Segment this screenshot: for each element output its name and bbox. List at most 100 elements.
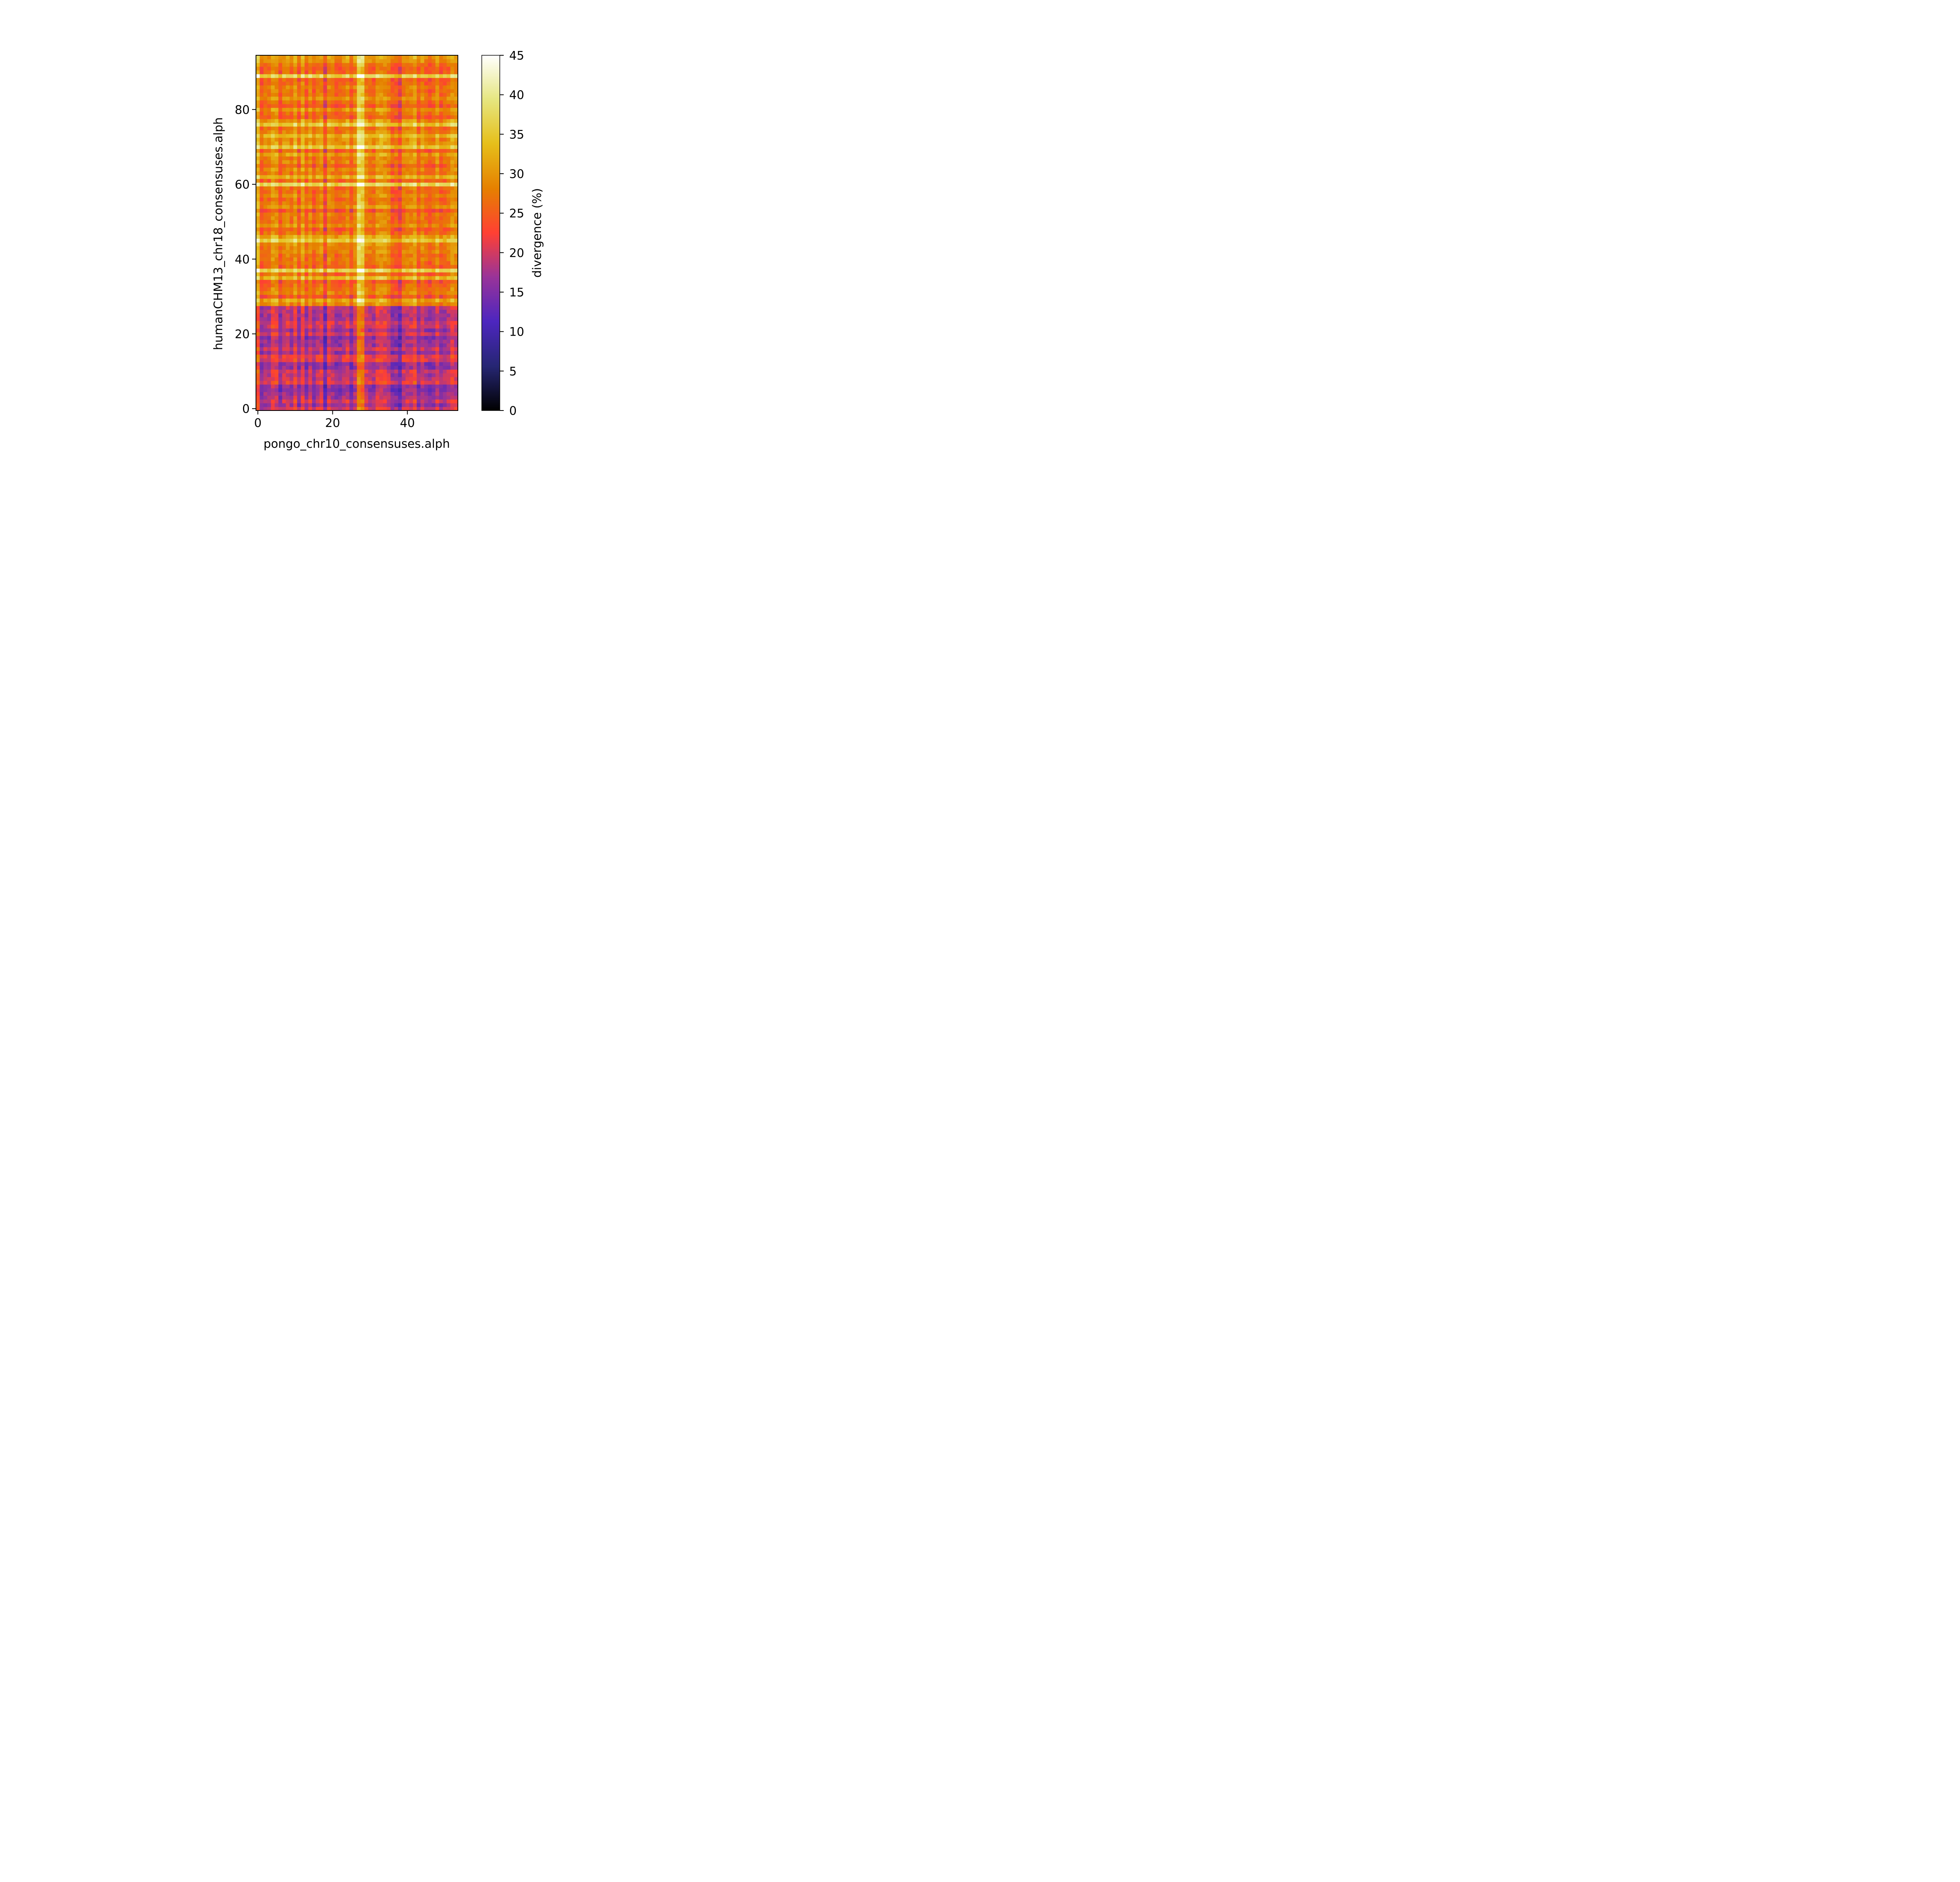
heatmap-cell [428,111,432,116]
heatmap-cell [435,119,439,123]
heatmap-cell [372,205,376,209]
heatmap-cell [274,272,279,276]
heatmap-cell [443,119,447,123]
heatmap-cell [417,358,421,362]
heatmap-cell [319,377,324,381]
heatmap-cell [435,358,439,362]
heatmap-cell [263,145,268,149]
heatmap-cell [267,78,271,82]
heatmap-cell [361,283,365,287]
heatmap-cell [345,197,350,202]
heatmap-cell [372,100,376,104]
heatmap-cell [435,104,439,108]
heatmap-cell [274,145,279,149]
heatmap-cell [390,246,395,250]
heatmap-cell [383,265,387,269]
heatmap-cell [312,287,316,291]
heatmap-cell [319,122,324,127]
heatmap-cell [379,193,383,198]
heatmap-cell [435,339,439,343]
heatmap-cell [349,81,354,85]
heatmap-cell [267,354,271,359]
heatmap-cell [308,384,312,389]
heatmap-cell [353,81,358,85]
heatmap-cell [428,265,432,269]
heatmap-cell [394,145,399,149]
heatmap-cell [274,358,279,362]
heatmap-cell [432,182,436,187]
heatmap-cell [450,223,455,228]
heatmap-cell [345,81,350,85]
heatmap-cell [278,347,283,351]
heatmap-cell [312,234,316,239]
heatmap-cell [297,115,301,119]
heatmap-cell [319,134,324,138]
heatmap-cell [282,85,286,89]
heatmap-cell [409,156,414,160]
heatmap-cell [330,362,335,366]
heatmap-cell [263,265,268,269]
heatmap-cell [308,178,312,183]
heatmap-cell [323,178,327,183]
heatmap-cell [349,354,354,359]
heatmap-cell [345,238,350,243]
heatmap-cell [376,261,380,265]
heatmap-cell [394,253,399,258]
heatmap-cell [401,257,406,262]
heatmap-cell [424,231,428,235]
heatmap-cell [323,66,327,71]
heatmap-cell [432,347,436,351]
heatmap-cell [304,358,309,362]
heatmap-cell [286,365,290,370]
heatmap-cell [289,220,294,224]
heatmap-cell [401,66,406,71]
heatmap-cell [383,305,387,310]
heatmap-cell [439,395,443,400]
heatmap-cell [260,328,264,332]
heatmap-cell [394,212,399,216]
heatmap-cell [338,96,342,101]
heatmap-cell [446,392,451,396]
heatmap-cell [301,313,305,318]
heatmap-cell [282,223,286,228]
heatmap-cell [316,152,320,157]
heatmap-cell [330,85,335,89]
heatmap-cell [289,380,294,385]
heatmap-cell [308,249,312,254]
heatmap-cell [413,126,417,131]
heatmap-cell [274,134,279,138]
heatmap-cell [267,212,271,216]
heatmap-cell [428,193,432,198]
heatmap-cell [263,104,268,108]
heatmap-cell [323,134,327,138]
heatmap-cell [338,160,342,164]
heatmap-cell [330,163,335,168]
heatmap-cell [274,324,279,329]
heatmap-cell [349,384,354,389]
heatmap-cell [289,137,294,142]
heatmap-cell [409,287,414,291]
heatmap-cell [349,339,354,343]
heatmap-cell [312,89,316,93]
heatmap-cell [304,302,309,306]
heatmap-cell [286,246,290,250]
heatmap-cell [372,369,376,374]
heatmap-cell [289,362,294,366]
heatmap-cell [297,78,301,82]
heatmap-cell [330,283,335,287]
heatmap-cell [319,197,324,202]
heatmap-cell [342,294,346,299]
heatmap-cell [424,145,428,149]
heatmap-cell [398,302,402,306]
heatmap-cell [368,145,372,149]
heatmap-cell [353,395,358,400]
heatmap-cell [357,351,361,355]
heatmap-cell [349,234,354,239]
heatmap-cell [267,332,271,336]
heatmap-cell [361,66,365,71]
heatmap-cell [417,321,421,325]
heatmap-cell [271,351,275,355]
heatmap-cell [420,283,425,287]
heatmap-cell [428,223,432,228]
heatmap-cell [263,149,268,153]
